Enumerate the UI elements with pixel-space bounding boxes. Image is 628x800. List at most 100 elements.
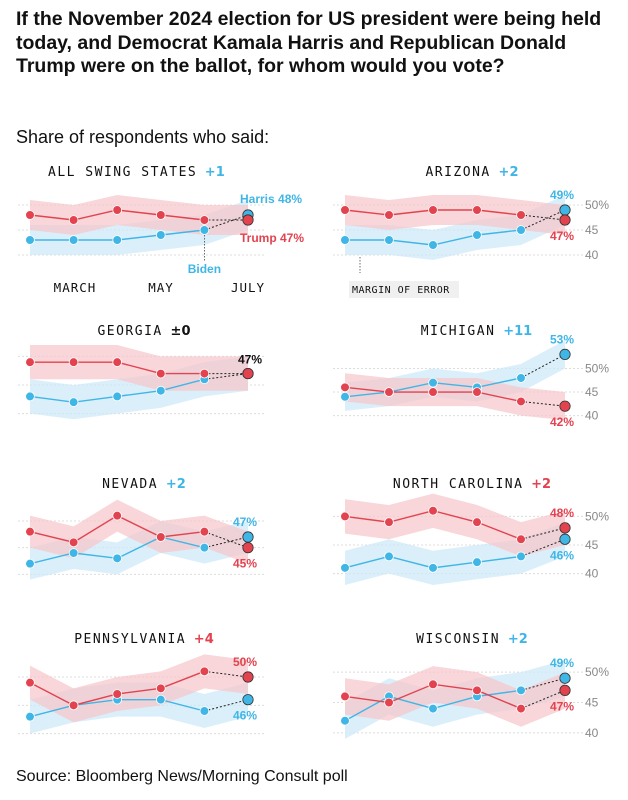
harris-point (516, 551, 526, 562)
trump-error-band (345, 373, 565, 421)
trump-point (472, 387, 482, 397)
harris-point (472, 230, 482, 240)
trump-point (112, 205, 122, 215)
trump-error-band (30, 654, 248, 723)
trump-point (25, 677, 35, 688)
margin-of-error-bg (349, 281, 459, 298)
trump-point (156, 210, 166, 220)
chart-subtitle: Share of respondents who said: (16, 127, 270, 147)
trump-point (472, 685, 482, 696)
harris-point (199, 225, 210, 235)
harris-final-segment (520, 353, 566, 379)
trump-error-band (345, 195, 565, 235)
panel-north-carolina: 50% 45 40 NORTH CAROLINA +2 46% 48% (333, 477, 609, 585)
biden-annotation: Biden (188, 262, 221, 276)
trump-point (384, 387, 394, 397)
harris-point (340, 235, 350, 245)
harris-point (559, 672, 571, 684)
harris-end-label: 46% (233, 709, 257, 723)
trump-error-band (345, 666, 565, 727)
trump-end-label: Trump 47% (240, 231, 304, 245)
harris-point (25, 391, 35, 402)
panel-margin: +2 (531, 477, 551, 492)
y-tick-label: 50% (585, 362, 609, 376)
panel-margin: +4 (194, 632, 214, 647)
harris-point (559, 348, 571, 361)
panel-title: NORTH CAROLINA (393, 477, 524, 492)
harris-point (68, 548, 79, 558)
harris-point (340, 563, 350, 573)
chart-title: If the November 2024 election for US pre… (16, 8, 602, 77)
trump-point (242, 214, 254, 226)
trump-final-segment (204, 670, 249, 678)
trump-point (199, 368, 210, 379)
trump-point (25, 357, 35, 367)
trump-point (199, 526, 210, 537)
trump-final-segment (520, 214, 566, 221)
y-tick-label: 50% (585, 509, 609, 523)
trump-point (242, 671, 254, 683)
harris-point (516, 685, 526, 696)
x-tick-label: JULY (231, 280, 265, 295)
trump-point (25, 526, 35, 537)
harris-end-label: 46% (550, 548, 574, 562)
harris-point (428, 377, 438, 388)
trump-point (156, 368, 166, 379)
harris-point (340, 715, 350, 726)
harris-point (559, 533, 571, 545)
harris-point (68, 397, 79, 407)
trump-error-band (345, 493, 565, 557)
trump-point (68, 357, 79, 367)
panel-title: ARIZONA (425, 165, 490, 180)
trump-end-label: 47% (550, 229, 574, 243)
trump-point (559, 214, 571, 226)
trump-point (156, 683, 166, 694)
harris-point (112, 391, 122, 402)
panel-all-swing-states: ALL SWING STATES +1 Harris 48% Trump 47% MAR… (18, 165, 304, 295)
trump-point (428, 205, 438, 215)
trump-point (156, 532, 166, 542)
harris-point (516, 225, 526, 235)
harris-final-segment (520, 209, 566, 231)
trump-point (340, 205, 350, 215)
harris-point (25, 711, 35, 722)
harris-point (384, 235, 394, 245)
harris-point (156, 385, 166, 396)
harris-error-band (345, 522, 565, 585)
trump-point (199, 666, 210, 677)
trump-end-label: 48% (550, 506, 574, 520)
trump-point (68, 700, 79, 711)
trump-end-label: 42% (550, 415, 574, 429)
harris-point (428, 563, 438, 573)
y-tick-label: 45 (585, 385, 599, 399)
harris-point (25, 558, 35, 569)
trump-point (112, 357, 122, 367)
end-label: 47% (238, 353, 262, 367)
trump-point (340, 382, 350, 393)
trump-point (472, 205, 482, 215)
harris-end-label: 49% (550, 656, 574, 670)
trump-point (516, 210, 526, 220)
harris-point (112, 235, 122, 245)
harris-end-label: 47% (233, 515, 257, 529)
x-tick-label: MAY (148, 280, 174, 295)
harris-final-segment (204, 699, 249, 712)
x-tick-label: MARCH (54, 280, 97, 295)
panel-margin: +2 (499, 165, 519, 180)
trump-point (112, 510, 122, 521)
panel-title: WISCONSIN (416, 632, 500, 647)
trump-point (199, 215, 210, 225)
source-note: Source: Bloomberg News/Morning Consult p… (16, 768, 348, 785)
harris-point (199, 542, 210, 553)
harris-point (428, 240, 438, 250)
harris-point (340, 391, 350, 402)
harris-point (199, 706, 210, 716)
panel-title: ALL SWING STATES (48, 165, 197, 180)
trump-point (428, 679, 438, 690)
trump-point (472, 517, 482, 527)
trump-point (384, 517, 394, 527)
harris-final-segment (204, 373, 249, 380)
trump-point (516, 396, 526, 407)
harris-point (156, 694, 166, 705)
